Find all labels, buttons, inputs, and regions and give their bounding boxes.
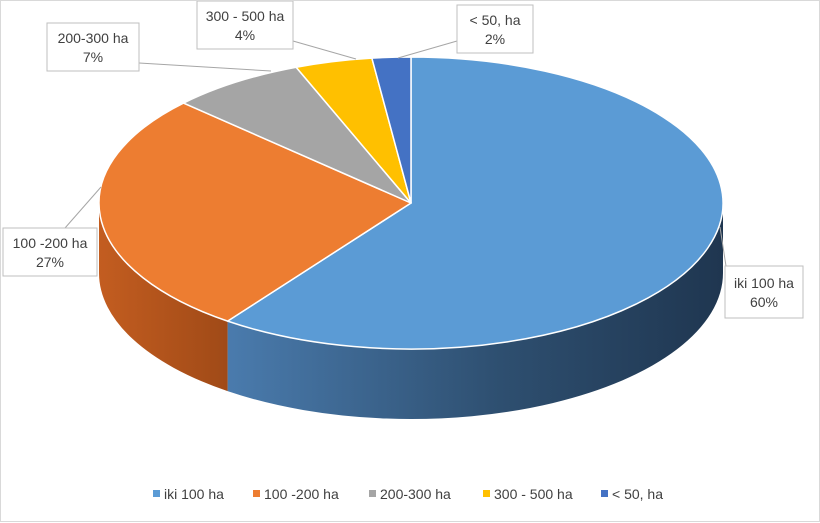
pie-side-walls: [98, 203, 723, 419]
data-label-box: [196, 1, 294, 50]
data-label-value: 7%: [83, 49, 103, 65]
pie-slice-200-300-ha[interactable]: [182, 66, 412, 204]
data-label-category: 100 -200 ha: [13, 235, 88, 251]
data-label-box: [2, 227, 98, 277]
data-label-category: iki 100 ha: [734, 275, 794, 291]
leader-line-50-ha: [397, 40, 458, 59]
legend-swatch: [253, 490, 260, 497]
data-label-category: < 50, ha: [470, 12, 521, 28]
legend-item-50-ha[interactable]: < 50, ha: [601, 486, 663, 502]
data-label-box: [724, 265, 804, 319]
data-label-category: 200-300 ha: [58, 30, 129, 46]
data-label-value: 4%: [235, 27, 255, 43]
leader-line-100-200-ha: [64, 186, 102, 229]
legend-label: 100 -200 ha: [264, 486, 339, 502]
legend-item-iki-100-ha[interactable]: iki 100 ha: [153, 486, 224, 502]
legend-item-200-300-ha[interactable]: 200-300 ha: [369, 486, 451, 502]
legend-label: iki 100 ha: [164, 486, 224, 502]
legend-item-300-500-ha[interactable]: 300 - 500 ha: [483, 486, 573, 502]
data-label-value: 27%: [36, 254, 64, 270]
data-label-iki-100-ha: iki 100 ha 60%: [724, 265, 804, 319]
legend-label: 300 - 500 ha: [494, 486, 573, 502]
data-label-category: 300 - 500 ha: [206, 8, 285, 24]
legend-label: < 50, ha: [612, 486, 663, 502]
data-labels: iki 100 ha 60% 100 -200 ha 27% 200-300 ha 7% 3…: [2, 1, 804, 319]
data-label-300-500-ha: 300 - 500 ha 4%: [196, 1, 294, 50]
leader-line-300-500-ha: [292, 40, 357, 60]
pie-slice-50-ha[interactable]: [371, 56, 412, 204]
data-label-box: [456, 4, 534, 54]
label-leader-lines: [64, 40, 727, 267]
legend: iki 100 ha 100 -200 ha 200-300 ha 300 - 500…: [153, 486, 663, 502]
legend-swatch: [601, 490, 608, 497]
data-label-100-200-ha: 100 -200 ha 27%: [2, 227, 98, 277]
legend-swatch: [483, 490, 490, 497]
pie-slice-100-200-ha[interactable]: [98, 102, 412, 322]
pie-side-100-200-ha: [98, 203, 228, 392]
pie-slices: [98, 56, 724, 350]
legend-swatch: [153, 490, 160, 497]
leader-line-200-300-ha: [138, 62, 272, 72]
pie-slice-iki-100-ha[interactable]: [226, 56, 724, 350]
data-label-value: 60%: [750, 294, 778, 310]
legend-item-100-200-ha[interactable]: 100 -200 ha: [253, 486, 339, 502]
data-label-box: [46, 22, 140, 72]
legend-label: 200-300 ha: [380, 486, 451, 502]
data-label-200-300-ha: 200-300 ha 7%: [46, 22, 140, 72]
legend-swatch: [369, 490, 376, 497]
pie-side-iki-100-ha: [227, 203, 723, 419]
data-label-50-ha: < 50, ha 2%: [456, 4, 534, 54]
leader-line-iki-100-ha: [719, 226, 727, 267]
data-label-value: 2%: [485, 31, 505, 47]
